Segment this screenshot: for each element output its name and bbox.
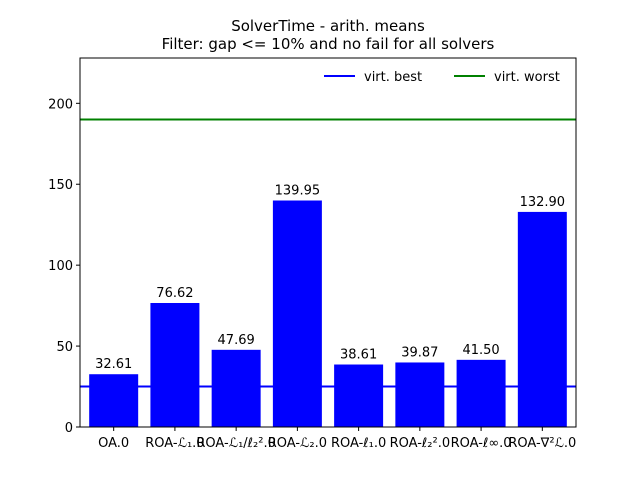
chart-title: SolverTime - arith. means [231, 17, 425, 35]
bar [517, 211, 567, 427]
legend-label-virt-best: virt. best [364, 70, 422, 85]
y-tick-label: 100 [48, 259, 73, 274]
plot-area: 0 50 100 150 200 32.61 OA.0 76.62 ROA-ℒ₁.0 47.69 R… [48, 97, 576, 451]
y-tick-label: 200 [48, 97, 73, 112]
bar-value-label: 132.90 [520, 195, 566, 210]
x-tick-label: ROA-ℒ₁/ℓ₂².0 [196, 436, 276, 451]
x-tick-label: ROA-ℒ₂.0 [268, 436, 327, 451]
bar-value-label: 38.61 [340, 348, 377, 363]
x-tick-label: OA.0 [98, 436, 129, 451]
bar [456, 359, 506, 427]
x-tick-label: ROA-ℓ₂².0 [390, 436, 451, 451]
x-tick-label: ROA-∇²ℒ.0 [508, 436, 576, 451]
bar-value-label: 76.62 [156, 286, 193, 301]
bar [150, 302, 200, 427]
bar-value-label: 139.95 [275, 184, 321, 199]
chart-subtitle: Filter: gap <= 10% and no fail for all s… [162, 35, 495, 53]
legend: virt. best virt. worst [324, 70, 560, 85]
x-tick-label: ROA-ℒ₁.0 [145, 436, 204, 451]
bar-value-label: 41.50 [462, 343, 499, 358]
y-tick-label: 150 [48, 178, 73, 193]
y-tick-label: 50 [56, 340, 73, 355]
bar [211, 349, 261, 427]
bar [395, 362, 445, 427]
bar [89, 374, 139, 427]
bar-value-label: 39.87 [401, 345, 438, 360]
y-tick-label: 0 [65, 421, 73, 436]
legend-label-virt-worst: virt. worst [494, 70, 560, 85]
bar-value-label: 47.69 [218, 333, 255, 348]
axes-frame [79, 57, 577, 428]
bar [334, 364, 384, 427]
bar [272, 200, 322, 427]
x-tick-label: ROA-ℓ₁.0 [331, 436, 386, 451]
bar-value-label: 32.61 [95, 357, 132, 372]
x-tick-label: ROA-ℓ∞.0 [451, 436, 512, 451]
